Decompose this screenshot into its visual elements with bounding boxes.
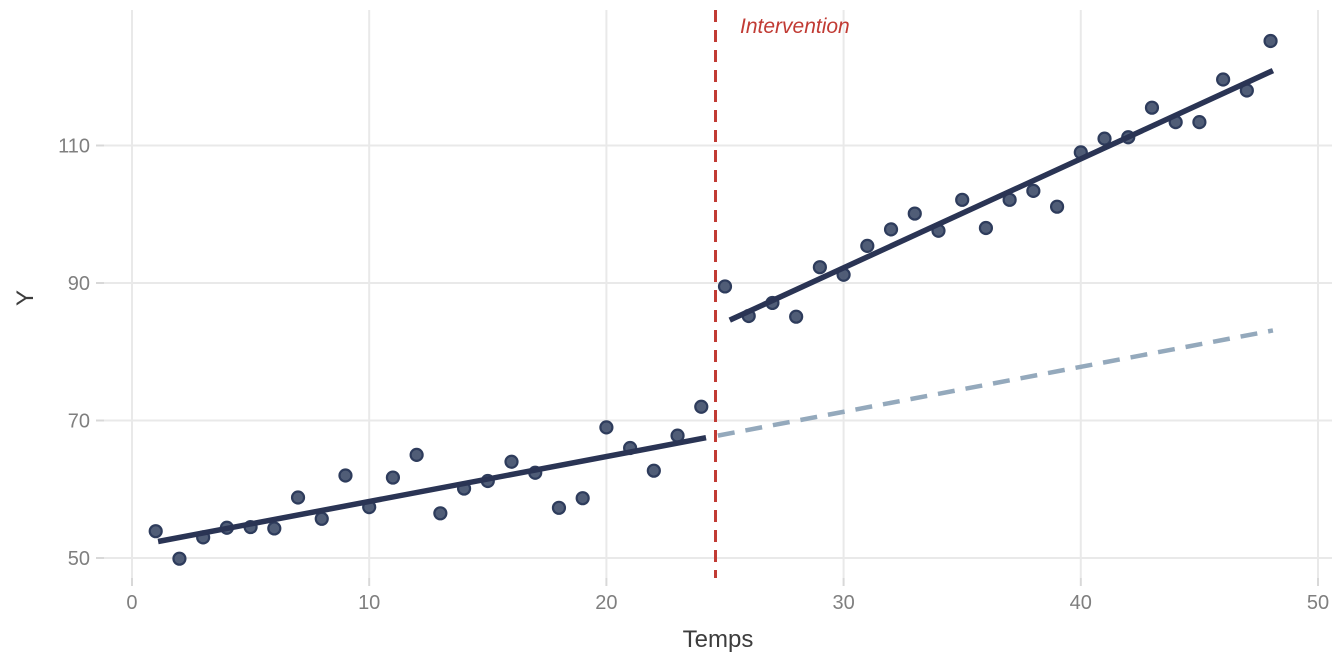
data-point [883,222,899,237]
y-tick-label: 90 [68,273,90,295]
data-point [1049,199,1065,214]
x-tick-label: 40 [1070,592,1092,614]
data-point [338,468,353,483]
data-point [290,490,306,505]
data-point [1263,33,1278,49]
data-point [148,524,163,539]
data-point [789,309,804,324]
y-tick-label: 110 [58,136,90,158]
data-point [1097,131,1112,146]
data-point [955,192,970,207]
data-point [907,206,922,221]
data-point [433,506,448,521]
data-point [1192,115,1207,130]
data-point [812,260,827,275]
y-tick-label: 70 [68,410,90,432]
data-point [1144,100,1160,115]
data-point [314,511,329,526]
pre-intervention-fit [157,434,707,545]
data-point [385,470,401,485]
data-point [717,279,733,294]
data-point [599,420,614,435]
x-tick-label: 30 [832,592,854,614]
data-point [267,521,282,536]
y-axis-title: Y [12,290,39,307]
data-point [575,491,590,506]
x-tick-label: 50 [1307,592,1329,614]
x-axis-title: Temps [682,626,754,653]
data-point [1216,72,1231,87]
y-tick-label: 50 [68,548,90,570]
x-tick-label: 0 [126,592,137,614]
data-point [978,220,994,236]
data-point [551,500,567,515]
data-point [504,454,519,469]
data-point [172,551,187,566]
data-point [1026,183,1041,198]
data-point [860,238,875,253]
data-point [694,399,709,414]
x-tick-label: 10 [358,592,380,614]
counterfactual-trend [717,328,1274,438]
x-tick-label: 20 [595,592,617,614]
data-point [646,463,661,478]
intervention-annotation: Intervention [740,15,850,38]
post-intervention-fit [728,68,1275,323]
data-point [409,447,424,462]
